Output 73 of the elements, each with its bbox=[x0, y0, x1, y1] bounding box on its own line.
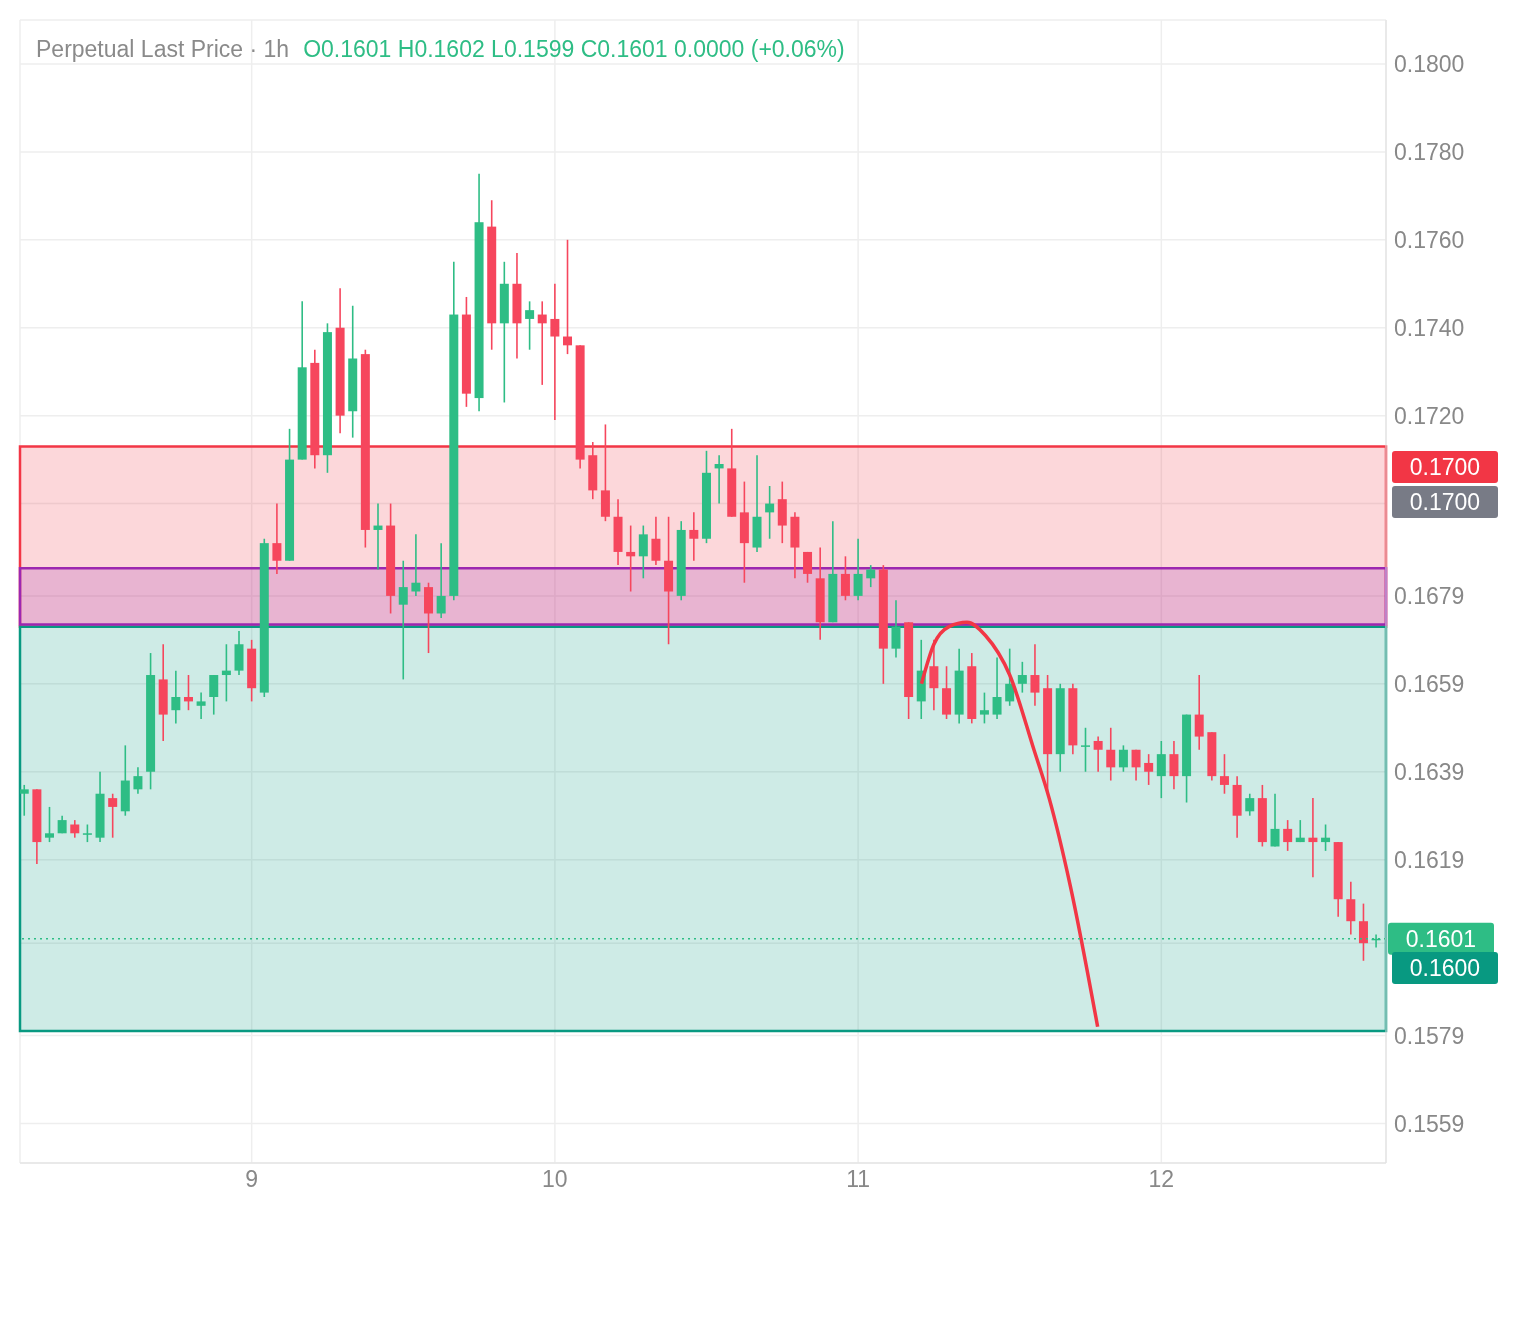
candlestick bbox=[1017, 661, 1027, 694]
candlestick bbox=[272, 502, 282, 575]
candlestick bbox=[638, 524, 648, 580]
candlestick bbox=[373, 502, 383, 571]
candlestick bbox=[1118, 744, 1128, 773]
candlestick bbox=[1283, 819, 1293, 852]
candlestick bbox=[840, 555, 850, 602]
candlestick bbox=[853, 537, 863, 602]
candlestick bbox=[525, 300, 535, 351]
candlestick bbox=[803, 551, 813, 584]
y-tick-label: 0.1639 bbox=[1394, 758, 1465, 785]
y-tick-label: 0.1659 bbox=[1394, 670, 1465, 697]
candlestick bbox=[651, 515, 661, 566]
candlestick bbox=[979, 691, 989, 725]
candlestick bbox=[133, 766, 143, 795]
candlestick bbox=[171, 669, 181, 725]
candlestick bbox=[1219, 753, 1229, 795]
candlestick bbox=[1245, 792, 1255, 817]
x-tick-label: 9 bbox=[245, 1166, 259, 1193]
text: 0.1600 bbox=[1392, 952, 1498, 984]
candlestick bbox=[1358, 902, 1368, 962]
candlestick bbox=[1270, 792, 1280, 848]
candlestick bbox=[866, 564, 876, 588]
y-tick-label: 0.1760 bbox=[1394, 226, 1465, 253]
candlestick bbox=[1030, 643, 1040, 707]
candlestick bbox=[1093, 735, 1103, 773]
y-tick-label: 0.1800 bbox=[1394, 51, 1465, 78]
x-tick-label: 12 bbox=[1148, 1166, 1175, 1193]
candlestick bbox=[550, 282, 560, 421]
candlestick bbox=[411, 533, 421, 597]
candlestick bbox=[1081, 726, 1090, 773]
candlestick bbox=[765, 485, 775, 540]
y-tick-label: 0.1559 bbox=[1394, 1110, 1465, 1137]
candlestick bbox=[1308, 797, 1318, 879]
text: Perpetual Last Price · 1h bbox=[36, 36, 290, 62]
candlestick bbox=[196, 691, 206, 720]
text: 0.1700 bbox=[1392, 451, 1498, 483]
candlestick bbox=[183, 674, 193, 711]
candlestick bbox=[108, 792, 118, 839]
x-tick-label: 10 bbox=[542, 1166, 568, 1193]
candlestick bbox=[537, 300, 547, 386]
candlestick bbox=[992, 656, 1002, 720]
candlestick bbox=[563, 239, 573, 355]
y-tick-label: 0.1720 bbox=[1394, 402, 1465, 429]
text: 0.1700 bbox=[1392, 486, 1498, 518]
candlestick bbox=[1144, 753, 1154, 786]
candlestick bbox=[20, 784, 29, 817]
candlestick bbox=[1131, 748, 1141, 782]
y-tick-label: 0.1579 bbox=[1394, 1022, 1465, 1049]
y-tick-label: 0.1780 bbox=[1394, 139, 1465, 166]
candlestick bbox=[221, 643, 231, 703]
candlestick bbox=[929, 639, 939, 711]
candlestick bbox=[1194, 674, 1204, 751]
candlestick bbox=[689, 511, 699, 562]
candlestick bbox=[1321, 823, 1331, 852]
candlestick bbox=[1005, 647, 1015, 707]
candlestick bbox=[1169, 740, 1179, 791]
candlestick bbox=[1346, 880, 1356, 936]
candlestick bbox=[1106, 726, 1116, 782]
y-tick-label: 0.1679 bbox=[1394, 583, 1465, 610]
text: O0.1601 H0.1602 L0.1599 C0.1601 0.0000 (+0.06%) bbox=[303, 36, 845, 62]
candlestick bbox=[398, 559, 408, 681]
y-tick-label: 0.1619 bbox=[1394, 846, 1465, 873]
candlestick bbox=[1156, 740, 1166, 799]
candlestick bbox=[209, 674, 219, 716]
candlestick bbox=[626, 524, 636, 593]
x-tick-label: 11 bbox=[846, 1166, 871, 1193]
candlestick bbox=[714, 454, 724, 505]
candlestick bbox=[44, 806, 54, 843]
ref-line-label: 0.1601 bbox=[1405, 925, 1477, 952]
candlestick bbox=[436, 542, 446, 619]
candlestick bbox=[891, 599, 901, 659]
y-tick-label: 0.1740 bbox=[1394, 314, 1465, 341]
